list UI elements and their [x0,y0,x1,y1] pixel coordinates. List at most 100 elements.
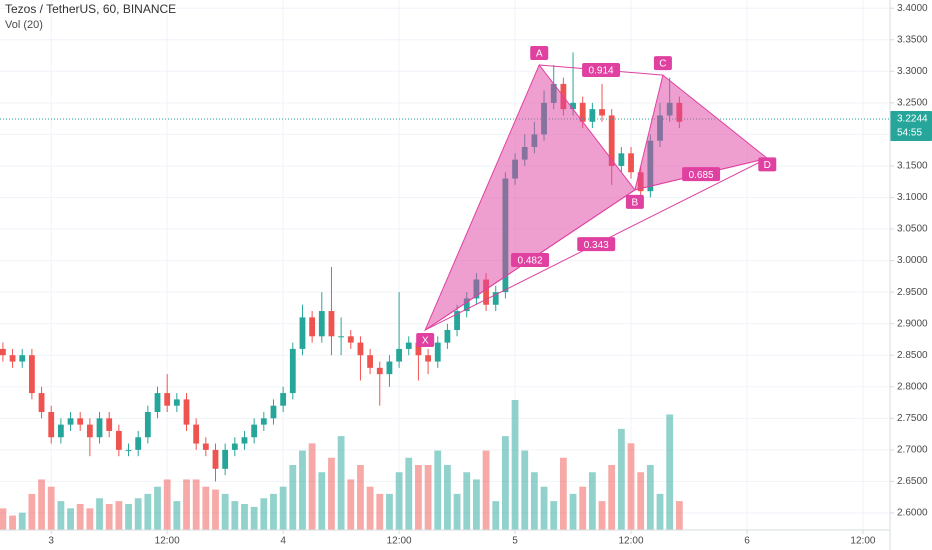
candle-body [376,367,383,375]
volume-bar [57,501,65,530]
candle-body [589,109,596,122]
candle-body [299,317,306,349]
x-tick-label: 12:00 [850,536,875,547]
candle-body [86,424,93,438]
candle-body [318,311,325,337]
volume-bar [105,504,113,530]
volume-bar [579,486,587,530]
volume-bar [656,493,664,530]
ratio-box [577,237,616,252]
volume-bar [463,472,471,530]
volume-bar [492,501,500,530]
volume-bar [366,486,374,530]
y-tick-label: 2.9500 [897,287,928,298]
volume-bar [9,515,16,530]
volume-bar [154,486,161,530]
volume-bar [598,501,606,530]
volume-bar [134,498,142,530]
volume-bar [115,501,123,530]
ratio-label: 0.685 [689,170,714,181]
candle-body [415,342,422,356]
candle-body [328,311,335,337]
candle-body [357,342,364,356]
point-label: X [422,336,429,347]
volume-bar [473,479,480,530]
volume-bar [241,504,248,530]
candle-body [260,418,267,425]
volume-bar [299,450,306,530]
candle-body [289,348,296,394]
volume-bar [173,501,181,530]
candle-body [183,399,190,425]
volume-bar [260,498,268,530]
candle-body [38,393,45,413]
volume-bar [18,512,26,530]
candle-body [251,424,258,438]
volume-bar [86,508,94,530]
countdown-label: 54:55 [897,128,922,139]
volume-bar [144,493,152,530]
point-box [625,194,644,209]
candle-body [125,449,132,451]
point-box [530,45,549,60]
volume-bar [337,436,345,530]
candle-body [628,153,634,173]
volume-bar [125,504,132,530]
volume-bar [250,506,258,530]
volume-bar [96,498,103,530]
candle-body [202,443,209,450]
volume-bar [405,457,413,530]
volume-bar [511,400,519,530]
y-tick-label: 3.1500 [897,161,928,172]
point-label: C [659,59,666,70]
last-price-box [890,110,932,141]
candle-body [483,279,489,305]
volume-bar [530,472,538,530]
point-label: D [764,160,771,171]
candle-body [212,449,219,469]
candle-body [367,355,374,368]
candle-body [309,317,316,337]
ratio-label: 0.914 [589,66,614,77]
y-tick-label: 3.4000 [897,3,928,14]
candle-body [444,329,451,343]
candle-body [338,336,345,338]
candle-body [280,393,287,406]
volume-bar [270,493,277,530]
volume-bar [67,508,74,530]
volume-bar [289,465,297,530]
y-tick-label: 3.3000 [897,66,928,77]
volume-bar [38,479,45,530]
volume-bar [279,486,287,530]
candle-body [144,412,151,438]
candle-body [434,342,441,362]
volume-bar [617,428,625,530]
candle-body [9,355,16,362]
volume-bar [434,450,442,530]
x-tick-label: 6 [744,536,750,547]
volume-bar [202,486,210,530]
volume-bar [183,479,190,530]
candle-body [618,153,625,166]
point-box [653,56,672,71]
candle-body [492,292,499,305]
candle-body [77,418,84,425]
volume-bar [444,465,451,530]
volume-bar [482,450,490,530]
y-tick-label: 3.2500 [897,97,928,108]
candle-body [28,355,35,394]
candle-body [96,418,103,438]
volume-bar [163,479,171,530]
y-tick-label: 3.0500 [897,224,928,235]
volume-bar [212,489,219,530]
candle-body [135,437,142,450]
y-tick-label: 3.1000 [897,192,928,203]
volume-bar [0,508,7,530]
ratio-label: 0.482 [518,256,543,267]
candle-body [570,102,576,110]
candle-body [222,449,229,469]
candle-body [463,298,470,312]
candle-body [154,393,161,413]
candle-body [579,102,586,122]
volume-bar [76,504,84,530]
